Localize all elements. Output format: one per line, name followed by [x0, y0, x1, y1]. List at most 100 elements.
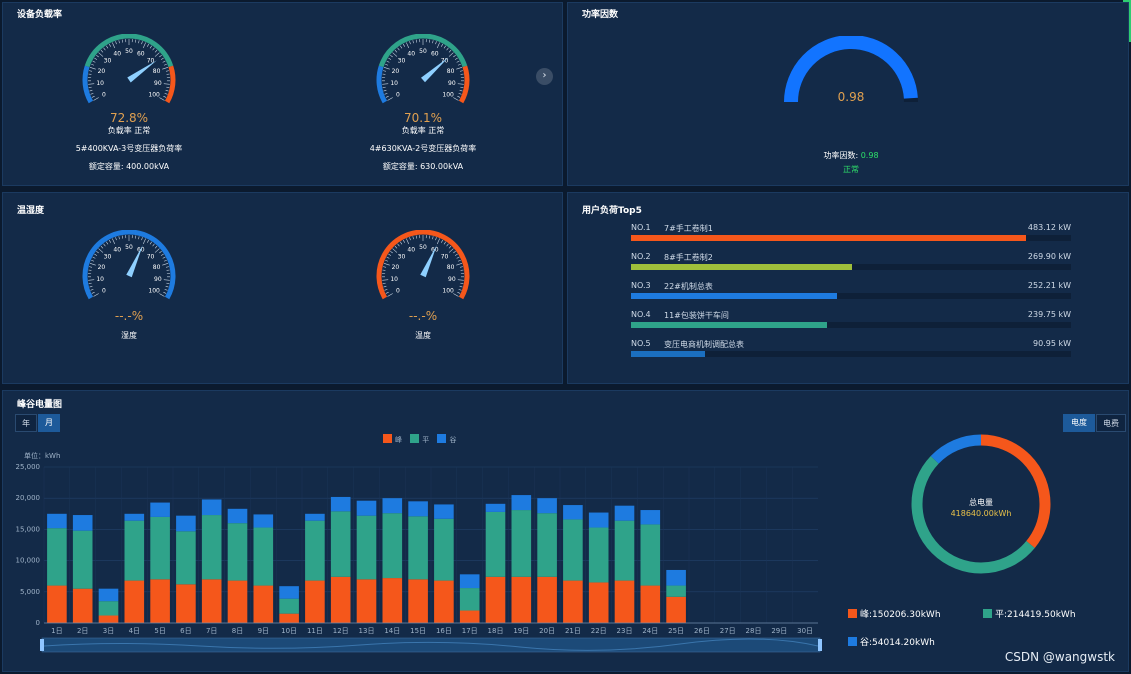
bar-segment-peak[interactable] [459, 610, 480, 623]
bar-segment-valley[interactable] [201, 499, 222, 516]
bar-segment-flat[interactable] [614, 520, 635, 581]
bar-segment-flat[interactable] [201, 515, 222, 580]
zoom-slider[interactable] [41, 637, 821, 653]
bar-segment-valley[interactable] [511, 495, 532, 511]
panel-title: 温湿度 [17, 206, 45, 216]
bar-segment-flat[interactable] [47, 528, 67, 586]
x-tick-label: 22日 [591, 627, 607, 635]
legend-label: 平:214419.50kWh [995, 610, 1076, 620]
bar-segment-flat[interactable] [666, 585, 686, 597]
month-button[interactable]: 月 [38, 414, 60, 432]
donut-segment-valley[interactable] [911, 434, 1051, 574]
next-arrow-button[interactable]: › [536, 68, 553, 85]
bar-segment-peak[interactable] [356, 579, 377, 623]
x-tick-label: 9日 [258, 627, 269, 635]
bar-segment-valley[interactable] [614, 505, 635, 521]
bar-segment-flat[interactable] [98, 601, 119, 616]
bar-segment-valley[interactable] [356, 500, 377, 516]
bar-segment-valley[interactable] [563, 505, 583, 520]
bar-segment-peak[interactable] [588, 582, 609, 623]
bar-segment-peak[interactable] [150, 579, 170, 623]
bar-segment-flat[interactable] [459, 588, 480, 611]
bar-segment-valley[interactable] [537, 498, 557, 514]
bar-segment-peak[interactable] [201, 579, 222, 623]
gauge-tick [164, 288, 168, 291]
bar-segment-peak[interactable] [305, 580, 325, 623]
bar-segment-peak[interactable] [124, 580, 145, 623]
bar-segment-flat[interactable] [356, 515, 377, 580]
bar-segment-peak[interactable] [614, 580, 635, 623]
bar-segment-valley[interactable] [176, 515, 196, 532]
bar-segment-flat[interactable] [279, 598, 299, 614]
bar-segment-flat[interactable] [434, 518, 454, 581]
gauge-tick [457, 291, 461, 294]
bar-segment-valley[interactable] [330, 496, 351, 512]
bar-segment-flat[interactable] [485, 511, 506, 577]
bar-segment-peak[interactable] [434, 580, 454, 623]
bar-segment-flat[interactable] [588, 527, 609, 583]
bar-segment-peak[interactable] [98, 615, 119, 623]
zoom-handle-right[interactable] [818, 639, 822, 651]
bar-segment-peak[interactable] [537, 576, 557, 623]
bar-segment-peak[interactable] [485, 576, 506, 623]
gauge-tick-label: 100 [442, 92, 454, 99]
bar-segment-flat[interactable] [563, 519, 583, 581]
gauge-tick [154, 52, 160, 57]
bar-segment-valley[interactable] [47, 513, 67, 529]
year-button[interactable]: 年 [15, 414, 37, 432]
bar-segment-peak[interactable] [330, 576, 351, 623]
bar-segment-flat[interactable] [72, 530, 93, 589]
bar-segment-peak[interactable] [253, 585, 274, 623]
bar-segment-valley[interactable] [666, 569, 686, 586]
bar-segment-peak[interactable] [279, 613, 299, 623]
bar-segment-flat[interactable] [382, 513, 403, 579]
legend-item-valley[interactable]: 谷 [437, 434, 456, 444]
bar-segment-valley[interactable] [485, 503, 506, 512]
bar-segment-peak[interactable] [563, 580, 583, 623]
bar-segment-flat[interactable] [227, 523, 248, 581]
bar-segment-flat[interactable] [150, 516, 170, 580]
bar-segment-peak[interactable] [176, 584, 196, 623]
bar-segment-valley[interactable] [382, 498, 403, 514]
bar-segment-flat[interactable] [305, 520, 325, 581]
bar-segment-valley[interactable] [279, 586, 299, 599]
bar-segment-flat[interactable] [330, 511, 351, 577]
bar-segment-valley[interactable] [150, 502, 170, 517]
bar-segment-valley[interactable] [434, 504, 454, 519]
bar-segment-valley[interactable] [124, 513, 145, 521]
gauge-tick [402, 43, 405, 47]
bar-segment-peak[interactable] [640, 585, 661, 623]
bar-segment-valley[interactable] [640, 510, 661, 525]
bar-segment-valley[interactable] [408, 501, 428, 517]
bar-segment-flat[interactable] [511, 510, 532, 577]
bar-segment-flat[interactable] [124, 520, 145, 581]
bar-segment-peak[interactable] [666, 596, 686, 623]
zoom-handle-left[interactable] [40, 639, 44, 651]
bar-segment-peak[interactable] [227, 580, 248, 623]
bar-segment-valley[interactable] [305, 513, 325, 521]
donut-segment-flat[interactable] [911, 434, 1051, 574]
bar-segment-peak[interactable] [511, 576, 532, 623]
bar-segment-valley[interactable] [253, 514, 274, 528]
power-factor-line: 功率因数: 0.98 [800, 150, 902, 161]
cost-button[interactable]: 电费 [1096, 414, 1126, 432]
bar-segment-valley[interactable] [459, 574, 480, 589]
bar-segment-valley[interactable] [588, 512, 609, 528]
bar-segment-flat[interactable] [176, 531, 196, 585]
bar-segment-flat[interactable] [640, 524, 661, 586]
bar-segment-flat[interactable] [253, 527, 274, 586]
bar-segment-valley[interactable] [72, 515, 93, 531]
bar-segment-flat[interactable] [537, 513, 557, 577]
bar-segment-valley[interactable] [98, 588, 119, 602]
energy-button[interactable]: 电度 [1063, 414, 1095, 432]
bar-segment-valley[interactable] [227, 508, 248, 524]
bar-segment-peak[interactable] [47, 585, 67, 623]
gauge-tick-label: 80 [447, 68, 455, 75]
bar-segment-peak[interactable] [408, 579, 428, 623]
bar-segment-peak[interactable] [72, 588, 93, 623]
gauge-tick [108, 43, 111, 47]
legend-item-peak[interactable]: 峰 [383, 434, 402, 444]
bar-segment-flat[interactable] [408, 516, 428, 580]
legend-item-flat[interactable]: 平 [410, 434, 429, 444]
bar-segment-peak[interactable] [382, 578, 403, 623]
